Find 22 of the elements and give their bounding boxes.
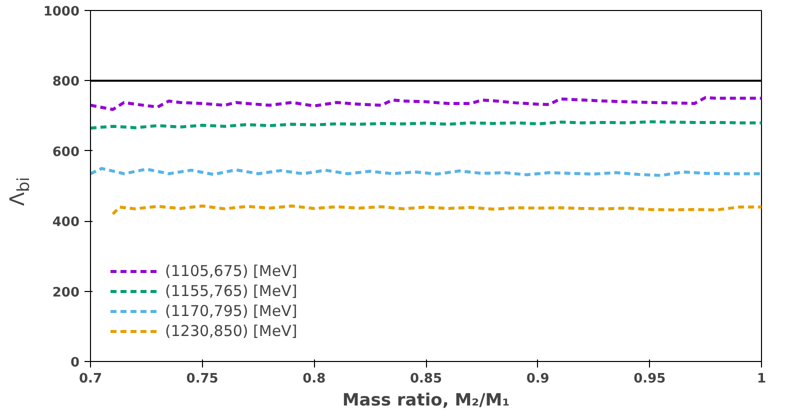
x-tick-label: 0.7 [78, 372, 102, 386]
legend-label: (1230,850) [MeV] [165, 322, 298, 340]
line-series [90, 120, 762, 130]
legend-label: (1105,675) [MeV] [165, 262, 298, 280]
line-series [90, 96, 762, 111]
x-tick-label: 0.8 [302, 372, 326, 386]
line-series [90, 166, 762, 177]
y-tick-label: 400 [52, 215, 80, 230]
y-tick-label: 1000 [43, 4, 80, 20]
legend-label: (1170,795) [MeV] [165, 302, 298, 320]
x-tick-label: 1 [756, 372, 766, 386]
x-tick-label: 0.9 [526, 372, 550, 386]
line-series [111, 204, 762, 216]
x-tick-label: 0.75 [186, 372, 218, 386]
y-tick-label: 600 [52, 144, 80, 160]
x-axis-title: Mass ratio, M₂/M₁ [342, 390, 510, 410]
x-tick-label: 0.85 [410, 372, 442, 386]
y-tick-label: 200 [52, 285, 80, 300]
y-tick-label: 800 [52, 74, 80, 90]
y-tick-label: 0 [70, 356, 80, 370]
x-tick-label: 0.95 [634, 372, 666, 386]
legend-label: (1155,765) [MeV] [165, 282, 298, 300]
